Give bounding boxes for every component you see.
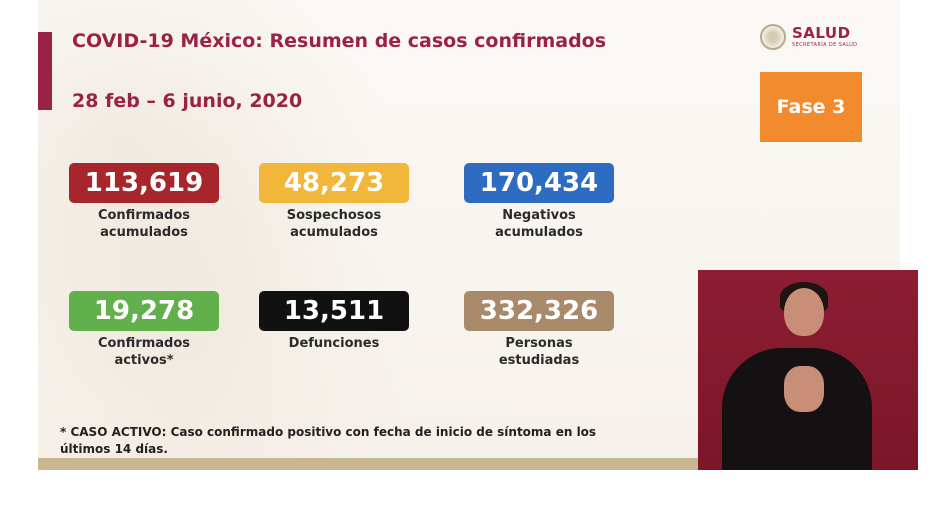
stat-value: 13,511 [259, 291, 409, 331]
date-range: 28 feb – 6 junio, 2020 [72, 90, 303, 112]
stat-value: 48,273 [259, 163, 409, 203]
stat-label: Confirmados activos* [97, 336, 191, 368]
footnote: * CASO ACTIVO: Caso confirmado positivo … [60, 425, 597, 456]
stat-card-confirmados-activos: 19,278 Confirmados activos* [59, 291, 229, 369]
stat-label: Negativos acumulados [495, 208, 583, 240]
stat-value: 19,278 [69, 291, 219, 331]
stat-card-confirmados-acumulados: 113,619 Confirmados acumulados [59, 163, 229, 241]
stat-card-sospechosos: 48,273 Sospechosos acumulados [249, 163, 419, 241]
background-watermark [38, 0, 458, 470]
stat-card-personas-estudiadas: 332,326 Personas estudiadas [454, 291, 624, 369]
stat-label: Defunciones [288, 336, 380, 351]
stat-card-defunciones: 13,511 Defunciones [249, 291, 419, 352]
stat-value: 113,619 [69, 163, 219, 203]
interpreter-head [784, 288, 824, 336]
salud-logo: SALUD SECRETARÍA DE SALUD [760, 20, 870, 54]
logo-subtitle: SECRETARÍA DE SALUD [792, 42, 858, 48]
stat-label: Confirmados acumulados [97, 208, 191, 240]
stat-value: 332,326 [464, 291, 614, 331]
stat-card-negativos: 170,434 Negativos acumulados [454, 163, 624, 241]
phase-badge: Fase 3 [760, 72, 862, 142]
sign-language-interpreter-video [698, 270, 918, 470]
stat-value: 170,434 [464, 163, 614, 203]
page-title: COVID-19 México: Resumen de casos confir… [72, 30, 607, 52]
bottom-band [38, 458, 900, 470]
interpreter-hands [784, 366, 824, 412]
title-accent-bar [38, 32, 52, 110]
logo-name: SALUD [792, 24, 851, 42]
slide: COVID-19 México: Resumen de casos confir… [38, 0, 900, 470]
stat-label: Personas estudiadas [498, 336, 580, 368]
seal-icon [760, 24, 786, 50]
stat-label: Sospechosos acumulados [286, 208, 382, 240]
